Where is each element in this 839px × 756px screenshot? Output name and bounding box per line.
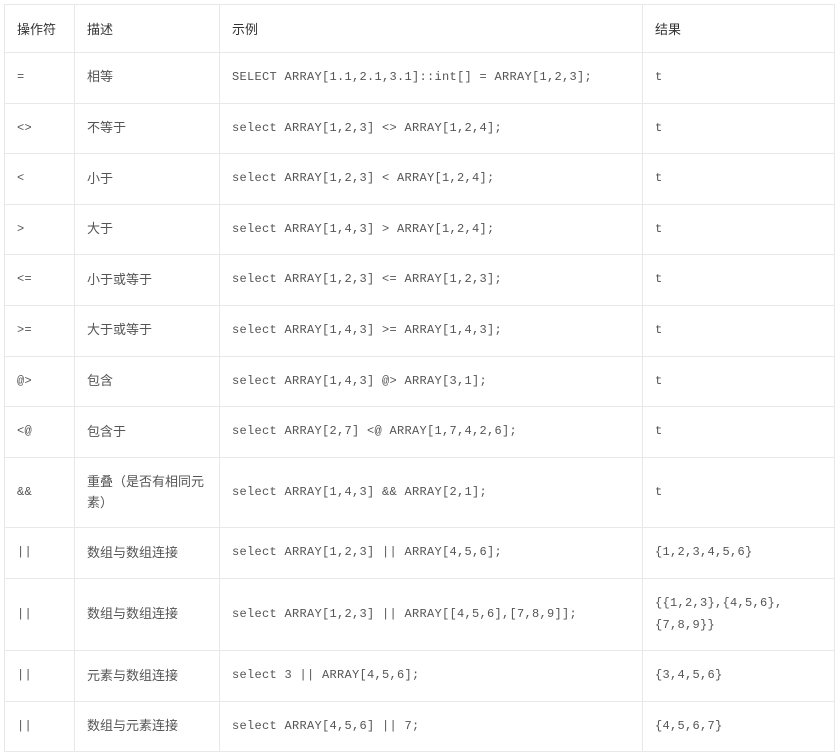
col-header-description: 描述 (75, 5, 220, 53)
operator-cell: || (5, 528, 75, 579)
table-row: < 小于 select ARRAY[1,2,3] < ARRAY[1,2,4];… (5, 154, 835, 205)
description-cell: 数组与元素连接 (75, 701, 220, 752)
description-cell: 小于或等于 (75, 255, 220, 306)
result-cell: t (643, 305, 835, 356)
col-header-result: 结果 (643, 5, 835, 53)
description-cell: 包含于 (75, 407, 220, 458)
result-cell: t (643, 407, 835, 458)
example-cell: select ARRAY[4,5,6] || 7; (220, 701, 643, 752)
description-cell: 大于或等于 (75, 305, 220, 356)
result-cell: {1,2,3,4,5,6} (643, 528, 835, 579)
example-cell: SELECT ARRAY[1.1,2.1,3.1]::int[] = ARRAY… (220, 53, 643, 104)
example-cell: select 3 || ARRAY[4,5,6]; (220, 651, 643, 702)
col-header-operator: 操作符 (5, 5, 75, 53)
operator-cell: < (5, 154, 75, 205)
description-cell: 重叠（是否有相同元素） (75, 457, 220, 528)
table-row: @> 包含 select ARRAY[1,4,3] @> ARRAY[3,1];… (5, 356, 835, 407)
result-cell: t (643, 255, 835, 306)
example-cell: select ARRAY[1,2,3] <= ARRAY[1,2,3]; (220, 255, 643, 306)
result-cell: t (643, 457, 835, 528)
example-cell: select ARRAY[1,2,3] || ARRAY[4,5,6]; (220, 528, 643, 579)
table-row: || 数组与元素连接 select ARRAY[4,5,6] || 7; {4,… (5, 701, 835, 752)
example-cell: select ARRAY[1,2,3] || ARRAY[[4,5,6],[7,… (220, 578, 643, 650)
operator-cell: > (5, 204, 75, 255)
operator-cell: && (5, 457, 75, 528)
table-row: || 数组与数组连接 select ARRAY[1,2,3] || ARRAY[… (5, 528, 835, 579)
operator-cell: >= (5, 305, 75, 356)
operator-cell: || (5, 701, 75, 752)
table-body: = 相等 SELECT ARRAY[1.1,2.1,3.1]::int[] = … (5, 53, 835, 752)
operator-cell: = (5, 53, 75, 104)
result-cell: t (643, 103, 835, 154)
table-row: <@ 包含于 select ARRAY[2,7] <@ ARRAY[1,7,4,… (5, 407, 835, 458)
table-row: = 相等 SELECT ARRAY[1.1,2.1,3.1]::int[] = … (5, 53, 835, 104)
description-cell: 相等 (75, 53, 220, 104)
description-cell: 元素与数组连接 (75, 651, 220, 702)
example-cell: select ARRAY[1,4,3] > ARRAY[1,2,4]; (220, 204, 643, 255)
result-cell: {{1,2,3},{4,5,6},{7,8,9}} (643, 578, 835, 650)
table-row: && 重叠（是否有相同元素） select ARRAY[1,4,3] && AR… (5, 457, 835, 528)
operator-cell: || (5, 651, 75, 702)
operator-cell: <= (5, 255, 75, 306)
table-row: <> 不等于 select ARRAY[1,2,3] <> ARRAY[1,2,… (5, 103, 835, 154)
description-cell: 小于 (75, 154, 220, 205)
example-cell: select ARRAY[1,2,3] < ARRAY[1,2,4]; (220, 154, 643, 205)
col-header-example: 示例 (220, 5, 643, 53)
result-cell: t (643, 154, 835, 205)
table-row: >= 大于或等于 select ARRAY[1,4,3] >= ARRAY[1,… (5, 305, 835, 356)
table-row: || 数组与数组连接 select ARRAY[1,2,3] || ARRAY[… (5, 578, 835, 650)
table-header-row: 操作符 描述 示例 结果 (5, 5, 835, 53)
table-row: <= 小于或等于 select ARRAY[1,2,3] <= ARRAY[1,… (5, 255, 835, 306)
example-cell: select ARRAY[1,4,3] @> ARRAY[3,1]; (220, 356, 643, 407)
example-cell: select ARRAY[2,7] <@ ARRAY[1,7,4,2,6]; (220, 407, 643, 458)
operator-cell: <> (5, 103, 75, 154)
description-cell: 不等于 (75, 103, 220, 154)
operator-cell: || (5, 578, 75, 650)
description-cell: 包含 (75, 356, 220, 407)
operators-table: 操作符 描述 示例 结果 = 相等 SELECT ARRAY[1.1,2.1,3… (4, 4, 835, 752)
example-cell: select ARRAY[1,4,3] && ARRAY[2,1]; (220, 457, 643, 528)
result-cell: t (643, 53, 835, 104)
operator-cell: <@ (5, 407, 75, 458)
example-cell: select ARRAY[1,4,3] >= ARRAY[1,4,3]; (220, 305, 643, 356)
result-cell: {4,5,6,7} (643, 701, 835, 752)
operator-cell: @> (5, 356, 75, 407)
table-row: > 大于 select ARRAY[1,4,3] > ARRAY[1,2,4];… (5, 204, 835, 255)
example-cell: select ARRAY[1,2,3] <> ARRAY[1,2,4]; (220, 103, 643, 154)
description-cell: 数组与数组连接 (75, 528, 220, 579)
result-cell: t (643, 204, 835, 255)
result-cell: t (643, 356, 835, 407)
description-cell: 数组与数组连接 (75, 578, 220, 650)
result-cell: {3,4,5,6} (643, 651, 835, 702)
description-cell: 大于 (75, 204, 220, 255)
table-row: || 元素与数组连接 select 3 || ARRAY[4,5,6]; {3,… (5, 651, 835, 702)
